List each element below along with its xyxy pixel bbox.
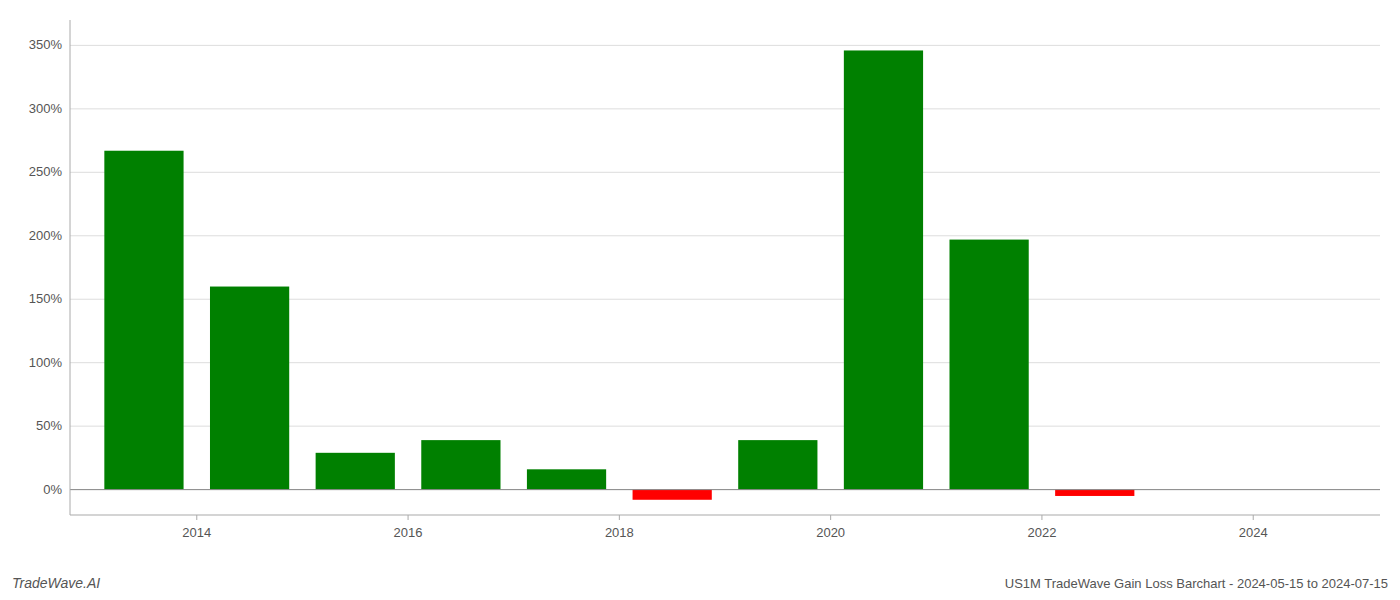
x-tick-label: 2022 [1027, 525, 1056, 540]
watermark: TradeWave.AI [12, 575, 100, 591]
y-tick-label: 300% [29, 101, 63, 116]
x-tick [196, 515, 197, 520]
y-tick-label: 0% [43, 482, 62, 497]
bar [527, 469, 606, 489]
zero-line [70, 489, 1380, 490]
y-tick-label: 50% [36, 418, 62, 433]
y-tick-label: 250% [29, 164, 63, 179]
bars [104, 50, 1134, 499]
grid-line [70, 45, 1380, 46]
y-tick-label: 100% [29, 355, 63, 370]
y-tick-label: 150% [29, 291, 63, 306]
bar [1055, 490, 1134, 496]
y-tick-label: 350% [29, 37, 63, 52]
bar [844, 50, 923, 489]
chart: 0% 50% 100% 150% 200% 250% 300% 350% 2014 2016 201… [0, 0, 1400, 600]
bar [633, 490, 712, 500]
bar [738, 440, 817, 490]
x-tick-label: 2018 [605, 525, 634, 540]
x-tick [830, 515, 831, 520]
x-tick-label: 2016 [394, 525, 423, 540]
grid-line [70, 235, 1380, 236]
bar [949, 240, 1028, 490]
bar [104, 151, 183, 490]
x-tick [619, 515, 620, 520]
bar [421, 440, 500, 490]
bar [316, 453, 395, 490]
title: US1M TradeWave Gain Loss Barchart - 2024… [1005, 576, 1388, 591]
bar [210, 287, 289, 490]
x-tick [1041, 515, 1042, 520]
y-grid [70, 45, 1380, 489]
grid-line [70, 172, 1380, 173]
x-axis-line [70, 514, 1380, 515]
y-axis-line [70, 20, 71, 515]
grid-line [70, 489, 1380, 490]
x-tick [408, 515, 409, 520]
y-tick-label: 200% [29, 228, 63, 243]
grid-line [70, 108, 1380, 109]
x-tick-label: 2014 [182, 525, 211, 540]
x-tick-label: 2024 [1239, 525, 1268, 540]
x-tick [1253, 515, 1254, 520]
x-tick-label: 2020 [816, 525, 845, 540]
